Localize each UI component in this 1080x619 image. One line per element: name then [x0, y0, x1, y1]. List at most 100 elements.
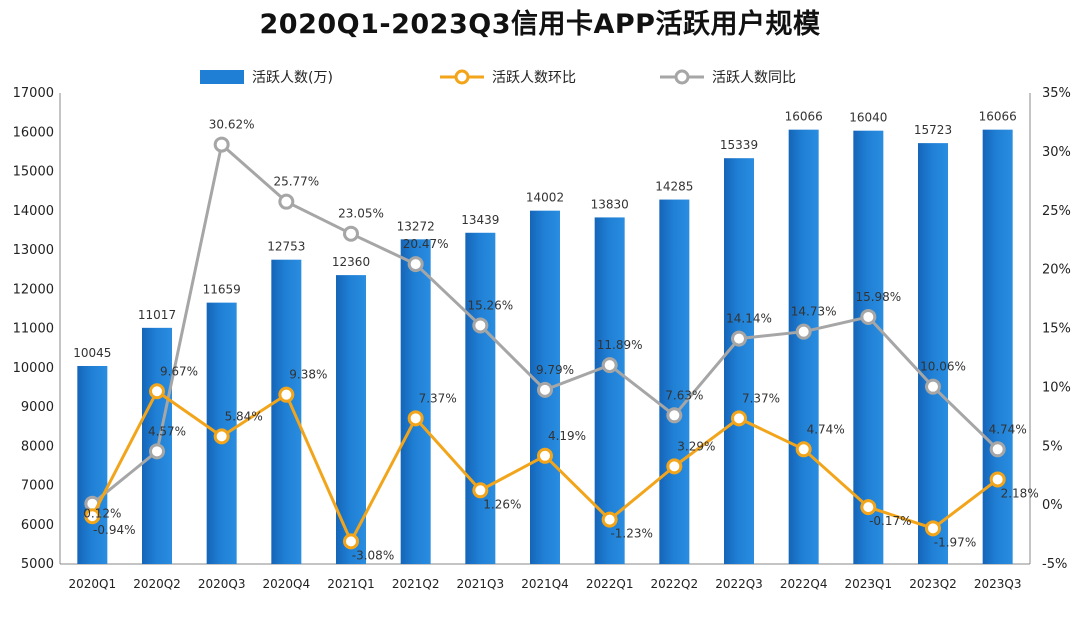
yoy-point	[666, 407, 683, 424]
y-right-tick-label: 25%	[1042, 204, 1071, 219]
y-left-tick-label: 14000	[13, 204, 54, 219]
yoy-point	[149, 443, 165, 460]
mom-value-label: 1.26%	[483, 497, 521, 511]
mom-value-label: 7.37%	[419, 391, 457, 405]
mom-value-label: -1.23%	[610, 527, 652, 541]
mom-point	[472, 482, 489, 499]
yoy-point	[407, 256, 424, 273]
yoy-value-label: 25.77%	[273, 175, 319, 189]
mom-value-label: 2.18%	[1001, 486, 1039, 500]
bar-active-users	[788, 129, 819, 565]
mom-point	[84, 508, 101, 525]
legend-label: 活跃人数环比	[492, 70, 576, 86]
mom-value-label: 9.38%	[289, 368, 327, 382]
mom-value-label: -1.97%	[934, 535, 976, 549]
bar-active-users	[918, 143, 948, 564]
yoy-value-label: 20.47%	[403, 237, 449, 251]
y-left-tick-label: 9000	[21, 400, 54, 415]
mom-value-label: 4.19%	[548, 429, 586, 443]
yoy-point	[472, 317, 489, 334]
mom-point	[925, 520, 941, 537]
mom-point	[343, 533, 359, 550]
x-category-label: 2021Q1	[327, 577, 375, 591]
x-category-label: 2021Q4	[521, 577, 569, 591]
legend-swatch-marker	[674, 69, 690, 85]
y-left-tick-label: 10000	[13, 361, 54, 376]
bar-value-label: 16040	[849, 111, 887, 125]
legend: 活跃人数(万) 活跃人数环比 活跃人数同比	[200, 69, 796, 86]
bar-value-label: 15723	[914, 123, 952, 137]
mom-point	[731, 410, 747, 427]
yoy-value-label: 4.57%	[148, 424, 186, 438]
y-left-tick-label: 17000	[13, 86, 54, 101]
bar-active-users	[77, 365, 108, 564]
legend-label: 活跃人数同比	[712, 70, 796, 86]
y-right-tick-label: 30%	[1042, 145, 1071, 160]
yoy-point	[925, 378, 941, 395]
y-left-tick-label: 6000	[21, 518, 54, 533]
yoy-point	[731, 330, 747, 347]
bar-value-label: 15339	[720, 138, 758, 152]
mom-point	[666, 458, 683, 475]
x-category-label: 2021Q2	[392, 577, 440, 591]
data-labels-layer: 10045 11017 11659 12753 12360 13272 13439 14002…	[73, 110, 1038, 563]
y-left-tick-label: 8000	[21, 439, 54, 454]
y-right-tick-label: 35%	[1042, 86, 1071, 101]
yoy-point	[795, 323, 812, 340]
yoy-value-label: 15.26%	[467, 298, 513, 312]
bar-active-users	[400, 239, 431, 564]
bar-value-label: 13830	[591, 197, 629, 211]
mom-value-label: 3.29%	[677, 439, 715, 453]
bar-active-users	[465, 232, 496, 564]
mom-point	[537, 447, 553, 464]
y-left-tick-label: 12000	[13, 282, 54, 297]
bars-layer	[77, 129, 1013, 565]
y-left-tick-label: 5000	[21, 557, 54, 572]
x-category-label: 2020Q1	[69, 577, 117, 591]
bar-active-users	[724, 158, 754, 564]
y-left-tick-label: 15000	[13, 165, 54, 180]
mom-value-label: -0.17%	[869, 514, 911, 528]
bar-value-label: 11017	[138, 308, 176, 322]
mom-value-label: 7.37%	[742, 391, 780, 405]
bar-value-label: 14285	[655, 180, 693, 194]
mom-point	[860, 499, 877, 516]
yoy-value-label: 9.79%	[536, 363, 574, 377]
lines-layer	[84, 136, 1006, 550]
bar-active-users	[853, 130, 884, 564]
yoy-value-label: 11.89%	[597, 338, 643, 352]
y-left-tick-label: 11000	[13, 322, 54, 337]
x-category-label: 2022Q4	[780, 577, 828, 591]
x-category-label: 2023Q2	[909, 577, 957, 591]
yoy-value-label: 15.98%	[855, 290, 901, 304]
mom-value-label: 5.84%	[225, 409, 263, 423]
y-right-tick-label: 5%	[1042, 439, 1063, 454]
legend-label: 活跃人数(万)	[252, 70, 333, 86]
legend-swatch-marker	[454, 69, 470, 85]
x-category-label: 2021Q3	[457, 577, 505, 591]
bar-value-label: 11659	[203, 283, 241, 297]
x-category-label: 2020Q4	[263, 577, 311, 591]
yoy-point	[343, 225, 359, 242]
y-right-tick-label: 0%	[1042, 498, 1063, 513]
yoy-point	[213, 136, 230, 153]
mom-value-label: -0.94%	[93, 523, 135, 537]
x-category-label: 2022Q3	[715, 577, 763, 591]
bar-value-label: 13272	[397, 219, 435, 233]
yoy-point	[601, 357, 618, 374]
x-category-label: 2020Q2	[133, 577, 181, 591]
yoy-value-label: 4.74%	[989, 422, 1027, 436]
y-left-tick-label: 13000	[13, 243, 54, 258]
y-right-tick-label: 10%	[1042, 380, 1071, 395]
y-left-tick-label: 16000	[13, 125, 54, 140]
mom-point	[795, 441, 812, 458]
bar-active-users	[659, 199, 690, 564]
yoy-value-label: 10.06%	[920, 360, 966, 374]
bar-value-label: 12360	[332, 255, 370, 269]
mom-point	[149, 383, 165, 400]
y-right-tick-label: 15%	[1042, 322, 1071, 337]
mom-point	[213, 428, 230, 445]
mom-value-label: 9.67%	[160, 364, 198, 378]
bar-value-label: 12753	[267, 240, 305, 254]
